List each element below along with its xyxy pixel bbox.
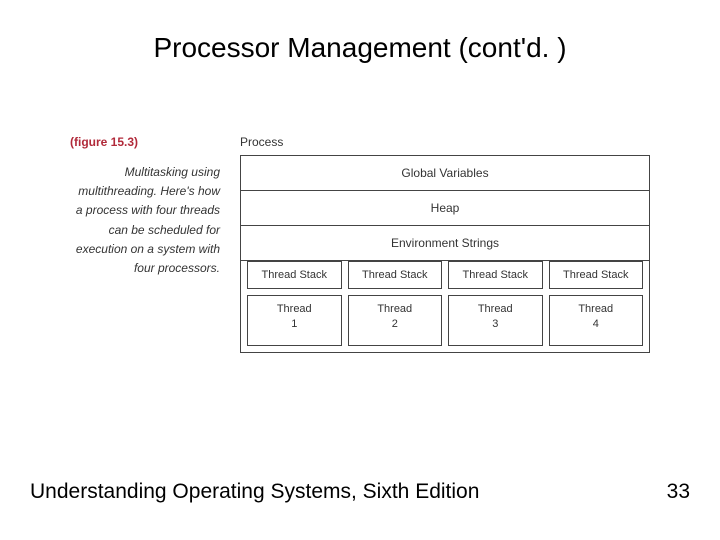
global-variables-section: Global Variables xyxy=(241,156,649,191)
thread-name: Thread xyxy=(578,303,613,315)
process-diagram: Process Global Variables Heap Environmen… xyxy=(240,135,670,353)
content-area: (figure 15.3) Multitasking using multith… xyxy=(0,135,720,353)
thread-number: 4 xyxy=(593,318,599,330)
thread-id-row: Thread 1 Thread 2 Thread 3 Thread 4 xyxy=(241,293,649,352)
figure-caption-text: Multitasking using multithreading. Here'… xyxy=(70,163,220,278)
slide-footer: Understanding Operating Systems, Sixth E… xyxy=(30,480,690,504)
figure-caption-column: (figure 15.3) Multitasking using multith… xyxy=(0,135,240,353)
book-title: Understanding Operating Systems, Sixth E… xyxy=(30,480,479,504)
figure-number-label: (figure 15.3) xyxy=(70,135,220,149)
thread-name: Thread xyxy=(478,303,513,315)
environment-strings-section: Environment Strings xyxy=(241,226,649,261)
thread-number: 1 xyxy=(291,318,297,330)
heap-section: Heap xyxy=(241,191,649,226)
thread-stack-cell: Thread Stack xyxy=(549,261,644,289)
thread-stack-cell: Thread Stack xyxy=(247,261,342,289)
slide-title: Processor Management (cont'd. ) xyxy=(0,0,720,64)
thread-number: 2 xyxy=(392,318,398,330)
thread-id-cell: Thread 2 xyxy=(348,295,443,346)
thread-stack-row: Thread Stack Thread Stack Thread Stack T… xyxy=(241,261,649,293)
process-label: Process xyxy=(240,135,670,149)
process-box: Global Variables Heap Environment String… xyxy=(240,155,650,353)
thread-id-cell: Thread 4 xyxy=(549,295,644,346)
thread-name: Thread xyxy=(377,303,412,315)
page-number: 33 xyxy=(667,480,690,504)
thread-number: 3 xyxy=(492,318,498,330)
thread-stack-cell: Thread Stack xyxy=(448,261,543,289)
thread-id-cell: Thread 1 xyxy=(247,295,342,346)
thread-id-cell: Thread 3 xyxy=(448,295,543,346)
thread-stack-cell: Thread Stack xyxy=(348,261,443,289)
thread-name: Thread xyxy=(277,303,312,315)
